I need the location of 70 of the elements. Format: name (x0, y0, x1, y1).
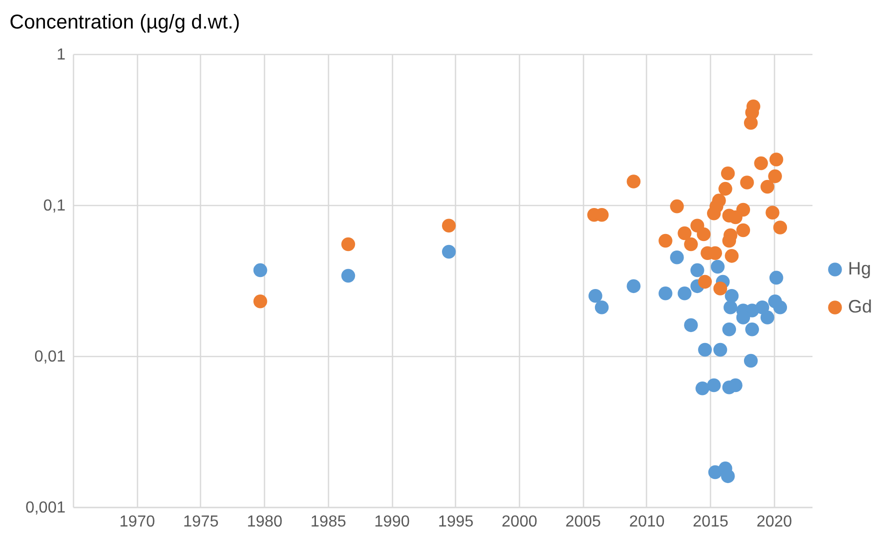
point (698, 342, 712, 357)
point (670, 199, 684, 214)
y-tick-label: 0,001 (25, 500, 66, 516)
point (721, 166, 735, 180)
point (724, 289, 739, 303)
point (736, 223, 750, 238)
x-tick-label: 2020 (756, 514, 792, 530)
point (670, 250, 684, 264)
point (678, 286, 692, 300)
x-tick-label: 1985 (310, 514, 346, 530)
point (684, 237, 698, 252)
point (713, 282, 728, 296)
point (773, 220, 788, 234)
legend-label: Hg (848, 258, 872, 278)
y-tick-label: 1 (56, 46, 66, 64)
point (341, 268, 356, 283)
point (442, 218, 456, 233)
point (684, 318, 698, 332)
point (710, 260, 725, 274)
point (678, 226, 692, 240)
point (690, 263, 704, 278)
point (724, 300, 738, 314)
y-tick-label: 0,01 (34, 348, 66, 366)
point (721, 469, 735, 484)
point (722, 322, 736, 336)
point (766, 206, 780, 220)
x-tick-label: 1980 (246, 514, 283, 530)
point (740, 176, 754, 190)
point (658, 286, 672, 300)
point (744, 116, 758, 130)
point (626, 279, 641, 294)
x-tick-label: 2000 (502, 514, 538, 530)
y-tick-label: 0,1 (43, 198, 66, 214)
x-tick-label: 1990 (374, 514, 410, 530)
point (442, 244, 456, 259)
x-tick-label: 2005 (565, 514, 602, 530)
point (754, 156, 768, 170)
point (769, 270, 784, 285)
point (768, 169, 782, 184)
point (707, 378, 721, 392)
point (760, 310, 774, 324)
point (696, 382, 710, 396)
point (728, 210, 742, 224)
point (755, 300, 770, 314)
point (744, 354, 758, 368)
x-tick-label: 2010 (629, 514, 665, 530)
point (696, 227, 711, 242)
point (773, 300, 788, 314)
point (707, 206, 721, 220)
point (760, 180, 774, 194)
x-tick-label: 1995 (438, 514, 474, 530)
point (588, 289, 602, 303)
point (253, 263, 268, 278)
x-tick-label: 1975 (183, 514, 219, 530)
point (698, 274, 712, 289)
point (253, 294, 268, 308)
point (626, 174, 641, 188)
point (341, 237, 356, 252)
point (769, 152, 784, 166)
point (724, 249, 739, 263)
point (713, 342, 728, 357)
x-tick-label: 1970 (119, 514, 156, 530)
point (728, 378, 742, 392)
point (594, 300, 609, 314)
point (745, 322, 760, 336)
y-axis-title: Concentration (µg/g d.wt.) (10, 12, 240, 34)
legend-label: Gd (848, 296, 872, 316)
x-tick-label: 2015 (692, 514, 728, 530)
point (658, 234, 672, 248)
point (718, 182, 732, 196)
